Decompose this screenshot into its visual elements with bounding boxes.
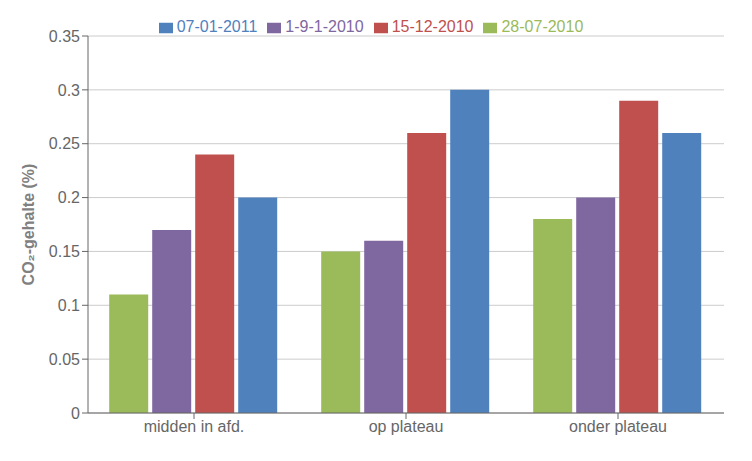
svg-text:midden in afd.: midden in afd. bbox=[144, 418, 245, 435]
svg-text:onder plateau: onder plateau bbox=[569, 418, 667, 435]
svg-text:0.35: 0.35 bbox=[49, 28, 80, 45]
svg-text:0.25: 0.25 bbox=[49, 135, 80, 152]
svg-text:CO₂-gehalte (%): CO₂-gehalte (%) bbox=[20, 164, 37, 286]
svg-text:0.3: 0.3 bbox=[58, 82, 80, 99]
html-text:28-07-2010: 28-07-2010 bbox=[501, 18, 584, 35]
html-text:1-9-1-2010: 1-9-1-2010 bbox=[285, 18, 364, 35]
svg-text:0.05: 0.05 bbox=[49, 351, 80, 368]
svg-text:0.2: 0.2 bbox=[58, 189, 80, 206]
html-text:07-01-2011: 07-01-2011 bbox=[176, 18, 258, 35]
svg-text:0: 0 bbox=[71, 405, 80, 422]
svg-text:op plateau: op plateau bbox=[369, 418, 444, 435]
html-text:15-12-2010: 15-12-2010 bbox=[391, 18, 474, 35]
svg-text:0.15: 0.15 bbox=[49, 243, 80, 260]
svg-text:0.1: 0.1 bbox=[58, 297, 80, 314]
